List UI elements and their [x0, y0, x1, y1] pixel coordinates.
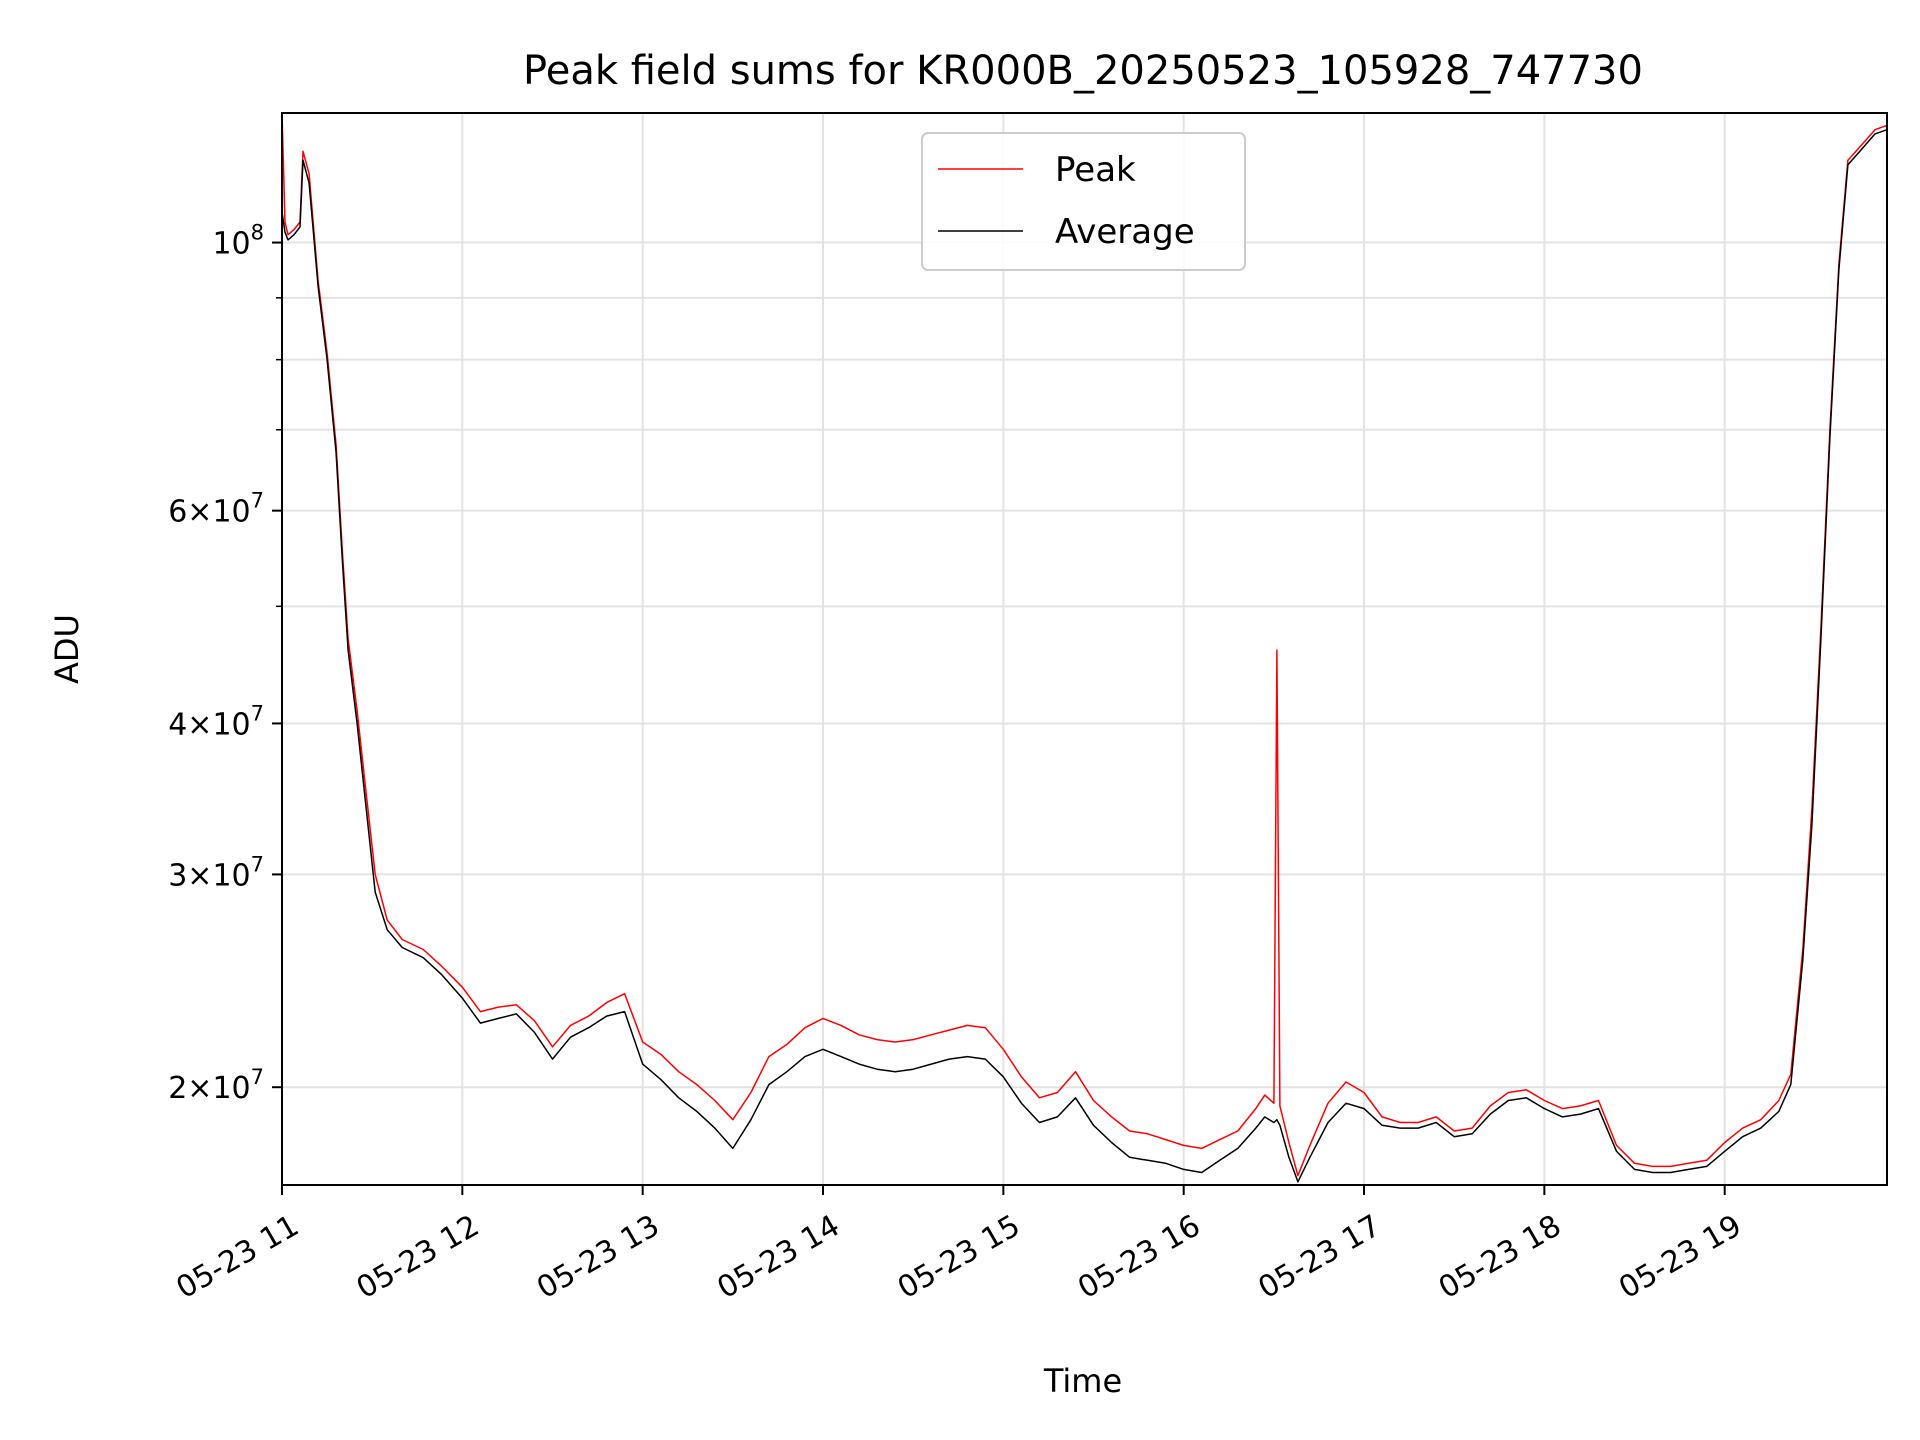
legend-label-peak: Peak: [1055, 150, 1136, 190]
y-tick-label: 3×107: [168, 852, 264, 893]
y-tick-label: 4×107: [168, 701, 264, 742]
plot-area: [281, 112, 1888, 1183]
axes-frame: [281, 112, 1888, 1186]
y-axis-title: ADU: [48, 614, 86, 684]
y-tick-label: 2×107: [168, 1065, 264, 1106]
series-line-average: [281, 128, 1888, 1183]
y-axis: 2×107 3×107 4×107 6×107 108: [168, 221, 282, 1106]
legend-label-average: Average: [1055, 212, 1195, 252]
series-line-peak: [281, 112, 1888, 1177]
x-axis-title: Time: [1043, 1362, 1122, 1400]
y-tick-label: 6×107: [168, 489, 264, 530]
y-tick-label: 108: [212, 221, 264, 262]
legend-box: [921, 132, 1246, 271]
legend: Peak Average: [921, 132, 1246, 271]
chart-title: Peak field sums for KR000B_20250523_1059…: [523, 48, 1643, 94]
